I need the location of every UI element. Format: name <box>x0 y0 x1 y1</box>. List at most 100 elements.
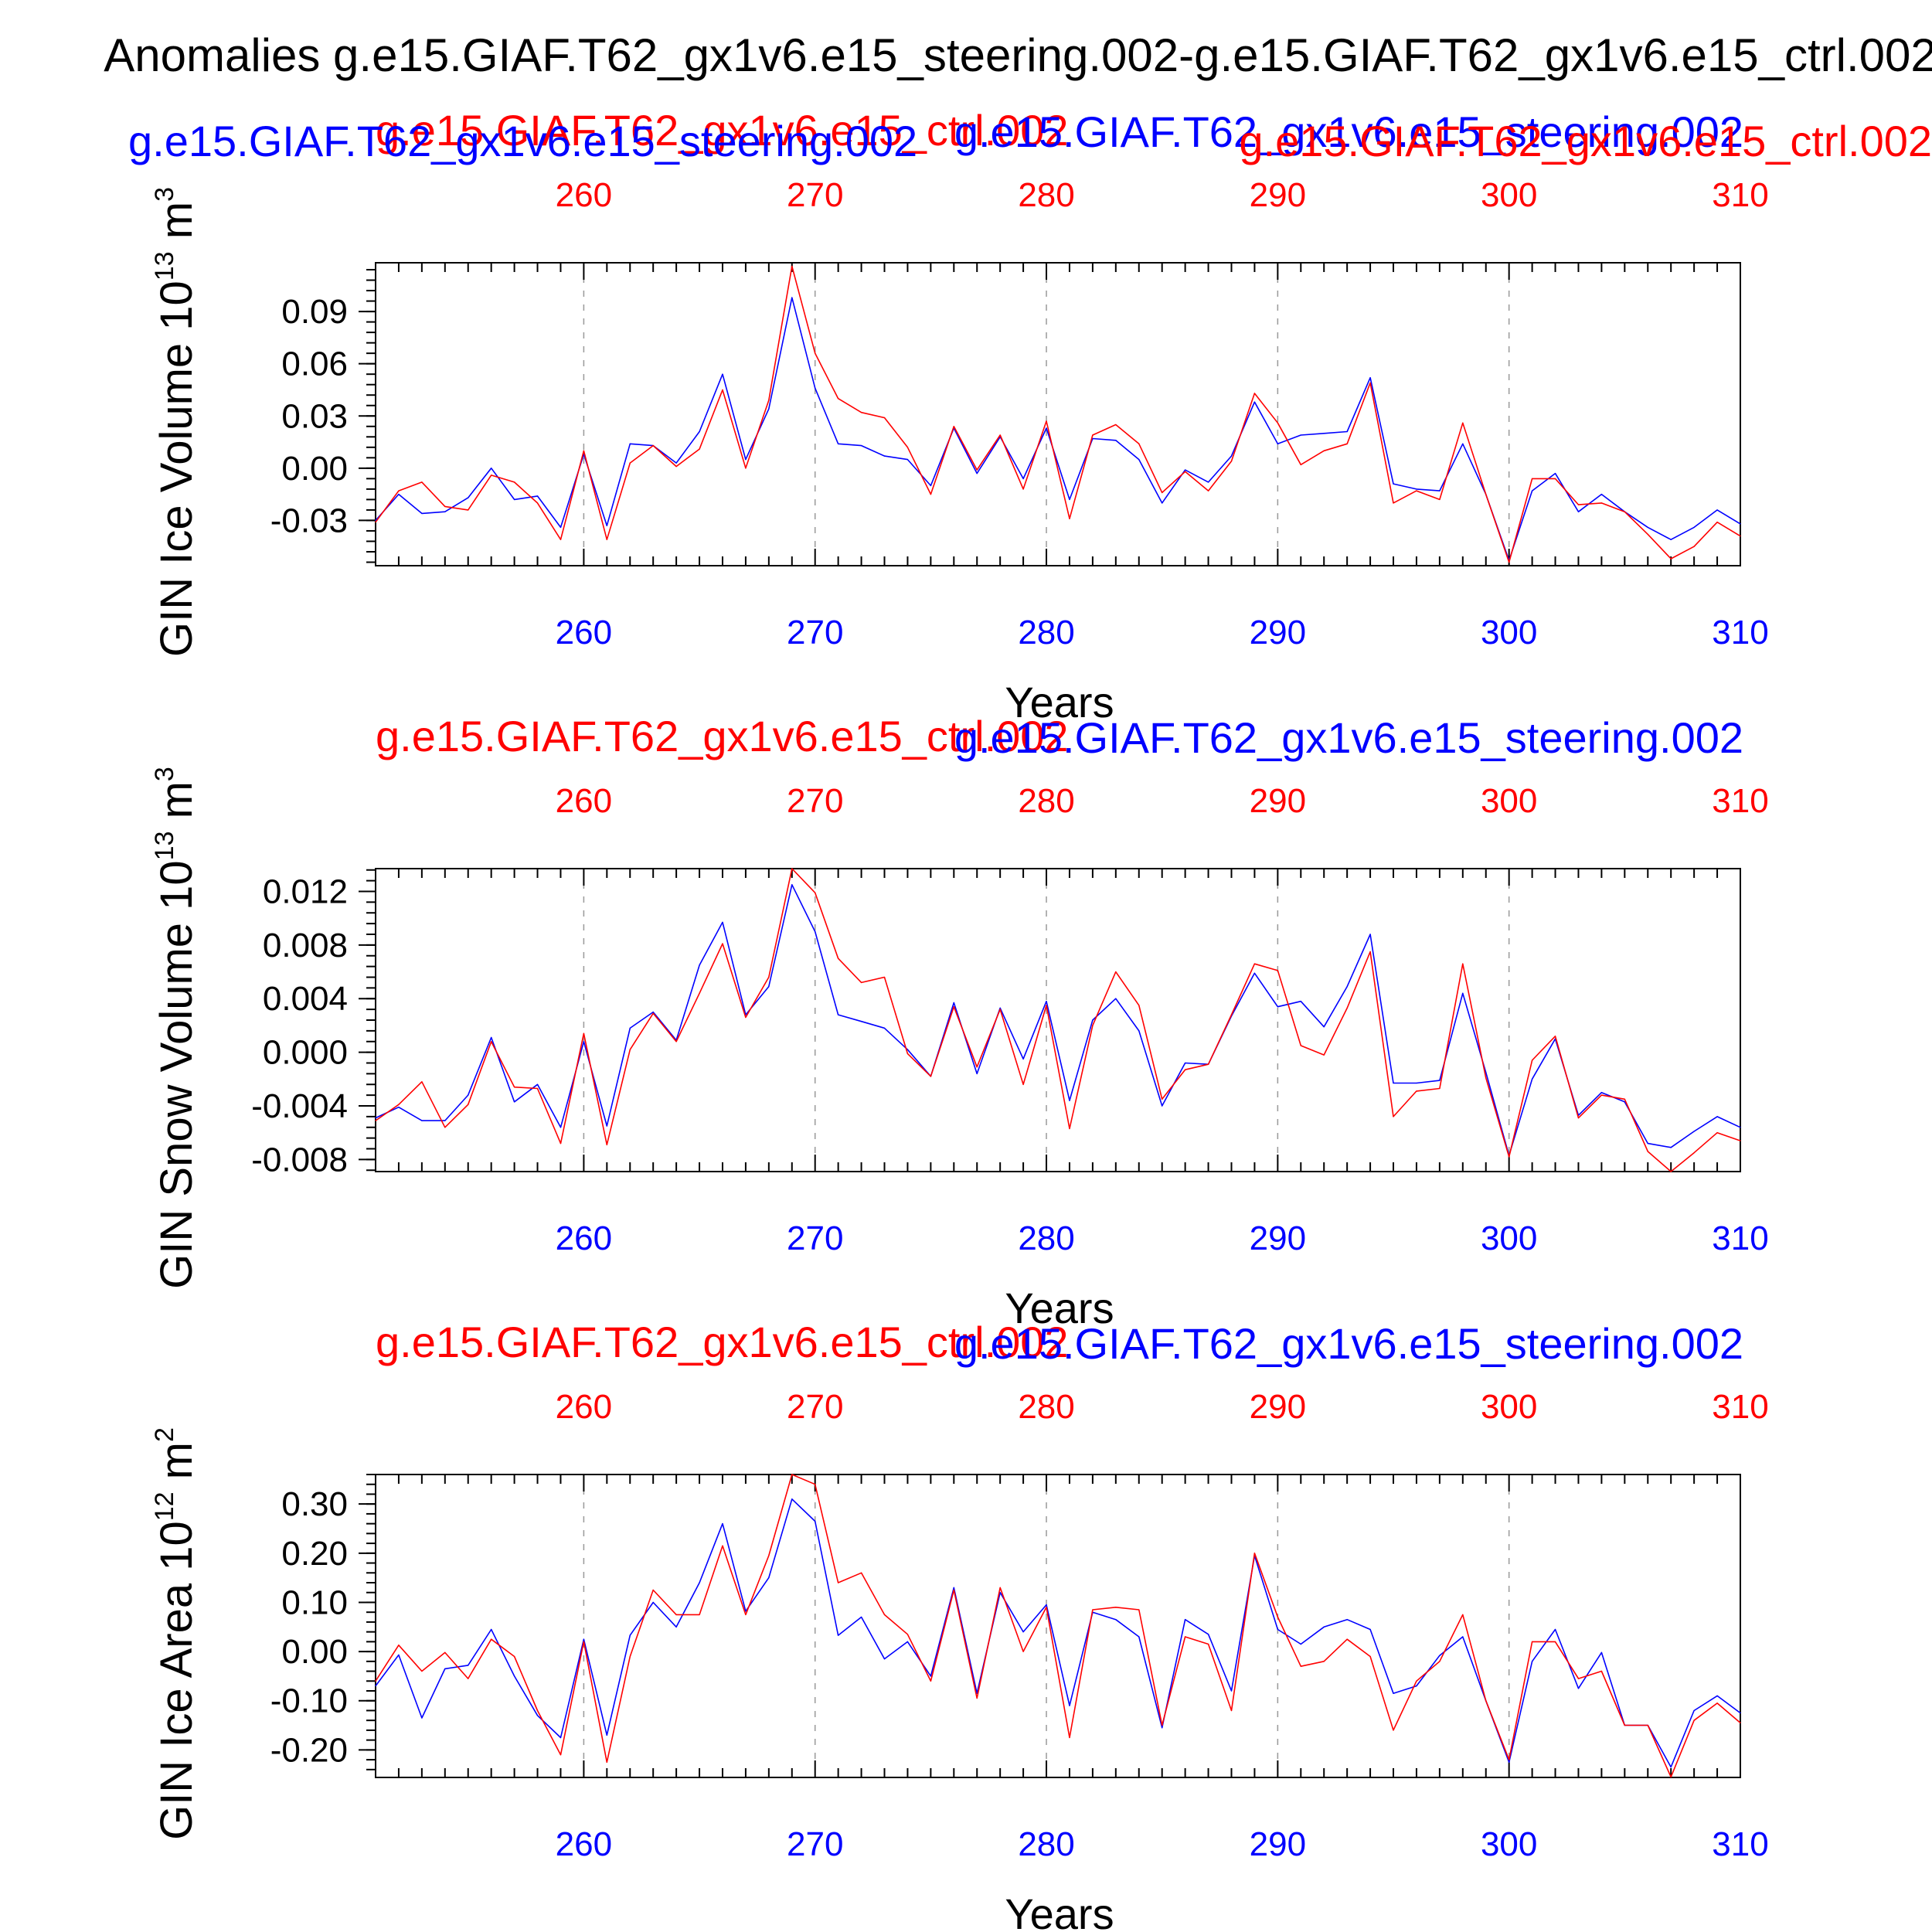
data-point <box>536 1087 539 1090</box>
data-point <box>1115 971 1117 973</box>
data-point <box>675 1626 677 1628</box>
y-tick-label: 0.20 <box>281 1535 348 1573</box>
y-axis-label-unit-exponent: 2 <box>150 1427 179 1442</box>
x-tick-label-top: 280 <box>1018 782 1074 820</box>
data-point <box>1416 490 1417 492</box>
data-point <box>513 1655 515 1658</box>
data-point <box>1346 430 1348 433</box>
chart-panel-3: 260 260 270 270 280 280 290 290 300 300 310 310 -0.2… <box>150 1318 1769 1932</box>
x-tick-label-top: 280 <box>1018 176 1074 214</box>
data-point <box>791 297 793 298</box>
data-point <box>1230 1690 1233 1692</box>
x-tick-label-top: 280 <box>1018 1388 1074 1426</box>
y-axis-label-main: GIN Ice Volume 10 <box>151 281 202 657</box>
data-point <box>1416 1680 1417 1682</box>
data-point <box>1624 1101 1625 1103</box>
data-point <box>768 408 770 410</box>
data-point <box>1230 1709 1233 1712</box>
x-tick-label-top: 260 <box>556 782 612 820</box>
data-point <box>1416 488 1417 490</box>
y-axis-label-exponent: 12 <box>150 1492 179 1521</box>
data-point <box>375 1117 376 1119</box>
data-point <box>1277 1006 1278 1008</box>
y-tick-label: 0.30 <box>281 1485 348 1523</box>
x-axis-label: Years <box>1005 1284 1114 1332</box>
legend-ctrl: g.e15.GIAF.T62_gx1v6.e15_ctrl.002 <box>376 712 1069 760</box>
data-point <box>629 1655 631 1658</box>
y-axis-label-unit: m <box>151 1442 202 1492</box>
x-tick-label-top: 310 <box>1712 782 1768 820</box>
data-point <box>398 494 400 495</box>
data-point <box>1115 1619 1117 1621</box>
data-point <box>444 1651 446 1653</box>
x-tick-label-top: 270 <box>787 1388 843 1426</box>
data-point <box>629 1049 631 1050</box>
data-point <box>1439 1655 1440 1656</box>
data-point <box>1277 1628 1278 1631</box>
data-point <box>1069 1736 1070 1739</box>
data-point <box>1022 1058 1024 1060</box>
x-tick-label-bottom: 300 <box>1481 614 1537 651</box>
data-point <box>1207 1643 1209 1645</box>
y-tick-label: -0.008 <box>251 1141 348 1179</box>
data-point <box>1716 1116 1718 1117</box>
y-axis-label: GIN Snow Volume 1013 m3 <box>150 767 202 1289</box>
data-point <box>1253 972 1256 974</box>
data-point <box>930 1680 931 1682</box>
data-point <box>1577 1688 1580 1689</box>
data-point <box>421 1670 423 1672</box>
data-point <box>1462 1636 1464 1638</box>
data-point <box>1600 1092 1603 1094</box>
x-tick-label-top: 260 <box>556 176 612 214</box>
data-point <box>536 502 539 504</box>
data-point <box>1346 1638 1348 1640</box>
x-tick-label-bottom: 280 <box>1018 1825 1074 1863</box>
data-point <box>999 434 1001 436</box>
x-axis-label: Years <box>1005 1889 1114 1932</box>
series-line-steering <box>375 1498 1741 1768</box>
data-point <box>1092 1025 1094 1026</box>
y-tick-label: 0.000 <box>263 1034 348 1072</box>
data-point <box>1485 494 1487 495</box>
data-point <box>1693 1152 1695 1154</box>
data-point <box>1600 1651 1603 1653</box>
y-tick-label: 0.008 <box>263 927 348 964</box>
data-point <box>421 1081 423 1083</box>
data-point <box>976 469 978 471</box>
data-point <box>375 1680 376 1682</box>
x-tick-label-bottom: 280 <box>1018 1219 1074 1257</box>
data-point <box>860 1021 862 1022</box>
data-point <box>560 1754 562 1756</box>
data-point <box>906 1641 909 1642</box>
data-point <box>1554 1641 1556 1642</box>
data-point <box>491 1628 492 1631</box>
data-point <box>1416 1685 1417 1687</box>
x-tick-label-top: 270 <box>787 176 843 214</box>
chart-panel-2: 260 260 270 270 280 280 290 290 300 300 310 310 -0.0… <box>150 712 1769 1332</box>
data-point <box>1092 1609 1094 1611</box>
y-axis-label-unit-exponent: 3 <box>150 767 179 781</box>
y-tick-label: 0.004 <box>263 980 348 1018</box>
data-point <box>1323 1626 1325 1628</box>
x-tick-label-bottom: 290 <box>1250 1219 1306 1257</box>
data-point <box>1693 546 1695 547</box>
data-point <box>1554 478 1556 479</box>
data-point <box>791 884 793 886</box>
data-point <box>976 472 978 474</box>
data-point <box>1022 488 1024 490</box>
x-tick-label-bottom: 300 <box>1481 1825 1537 1863</box>
data-point <box>1716 1702 1718 1704</box>
data-point <box>1369 951 1371 953</box>
data-point <box>513 498 515 500</box>
x-tick-label-bottom: 300 <box>1481 1219 1537 1257</box>
plot-frame <box>375 1474 1741 1778</box>
x-tick-label-bottom: 260 <box>556 1219 612 1257</box>
data-point <box>1462 992 1464 994</box>
data-point <box>675 462 677 464</box>
data-point <box>491 474 492 476</box>
y-axis-label-unit: m <box>151 202 202 251</box>
data-point <box>491 1638 492 1640</box>
data-point <box>768 1577 770 1579</box>
data-point <box>652 1601 654 1604</box>
x-tick-label-bottom: 270 <box>787 1219 843 1257</box>
